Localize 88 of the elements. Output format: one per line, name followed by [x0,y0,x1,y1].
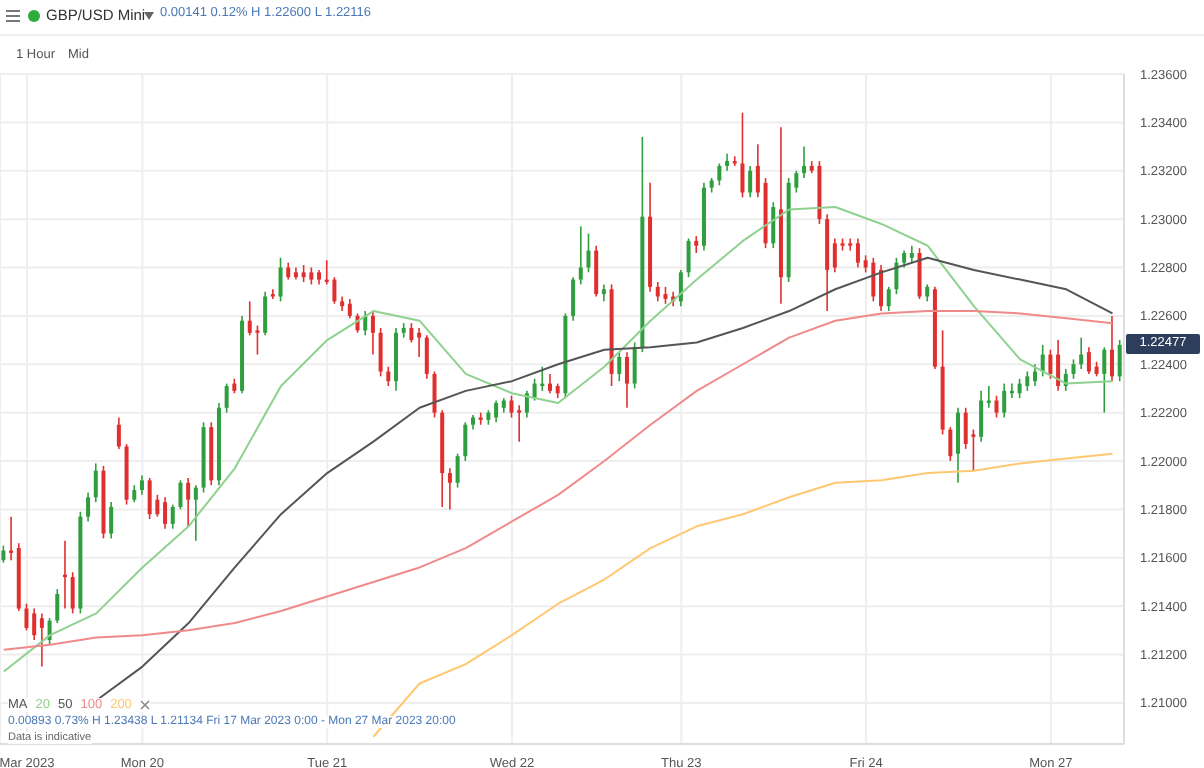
candlestick [894,257,899,295]
candlestick [979,390,984,443]
candlestick [463,421,468,462]
candlestick [109,501,114,540]
candlestick [886,286,891,312]
candlestick [524,390,529,419]
candlestick [263,290,268,337]
candlestick [948,426,953,462]
candlestick [370,310,375,356]
candlestick [832,237,837,274]
candlestick [1056,339,1061,392]
candlestick [32,607,37,641]
candlestick [517,404,522,443]
candlestick [532,377,537,402]
candlestick [917,247,922,300]
candlestick [9,515,14,561]
candlestick [270,288,275,300]
candlestick [686,237,691,278]
candlestick [332,276,337,305]
candlestick [871,257,876,303]
candlestick [139,474,144,496]
candlestick [163,496,168,530]
candlestick [956,406,961,484]
candlestick [1117,339,1122,382]
candlestick [848,237,853,252]
candlestick [855,237,860,269]
candlestick [586,232,591,274]
line-series [2,206,1114,673]
candlestick [655,281,660,303]
candlestick [147,477,152,520]
candlestick [432,370,437,419]
candlestick [1002,382,1007,419]
candlestick [378,327,383,378]
candlestick [578,225,583,286]
line-series [2,310,1114,651]
candlestick [193,484,198,542]
candlestick [86,491,91,523]
candlestick [1048,348,1053,380]
candlestick [547,373,552,395]
candlestick [386,365,391,387]
candlestick [247,300,252,337]
candlestick [1109,315,1114,382]
candlestick [1025,370,1030,392]
candlestick [178,479,183,511]
candlestick [93,462,98,503]
candlestick [879,264,884,312]
candlestick [116,416,121,450]
candlestick [617,351,622,382]
candlestick [55,588,60,624]
candlestick [1040,344,1045,378]
candlestick [755,143,760,199]
candlestick [347,298,352,320]
candlestick [447,467,452,511]
candlestick [409,322,414,344]
candlestick [509,394,514,419]
candlestick [455,452,460,489]
candlestick [632,341,637,390]
candlestick [1017,377,1022,399]
candlestick [1071,358,1076,380]
candlestick [478,411,483,426]
candlestick [624,351,629,409]
candlestick [678,269,683,307]
line-series [95,256,1114,702]
candlestick [771,201,776,249]
candlestick [571,276,576,322]
candlestick [963,406,968,450]
candlestick [1086,346,1091,375]
candlestick [417,327,422,358]
line-series [372,452,1114,738]
candlestick [740,111,745,199]
candlestick [748,165,753,199]
candlestick [224,382,229,414]
candlestick [186,477,191,528]
candlestick [717,162,722,187]
candlestick [802,145,807,179]
candlestick [1033,363,1037,387]
candlestick [994,394,999,419]
candlestick [170,503,175,530]
candlestick [70,571,75,615]
candlestick [594,244,599,298]
candlestick [424,334,429,380]
candlestick [494,399,499,424]
candlestick [1102,346,1107,414]
candlestick [1079,336,1084,370]
candlestick [255,324,260,356]
candlestick [39,612,44,668]
candlestick [24,602,29,632]
candlestick [278,257,283,303]
